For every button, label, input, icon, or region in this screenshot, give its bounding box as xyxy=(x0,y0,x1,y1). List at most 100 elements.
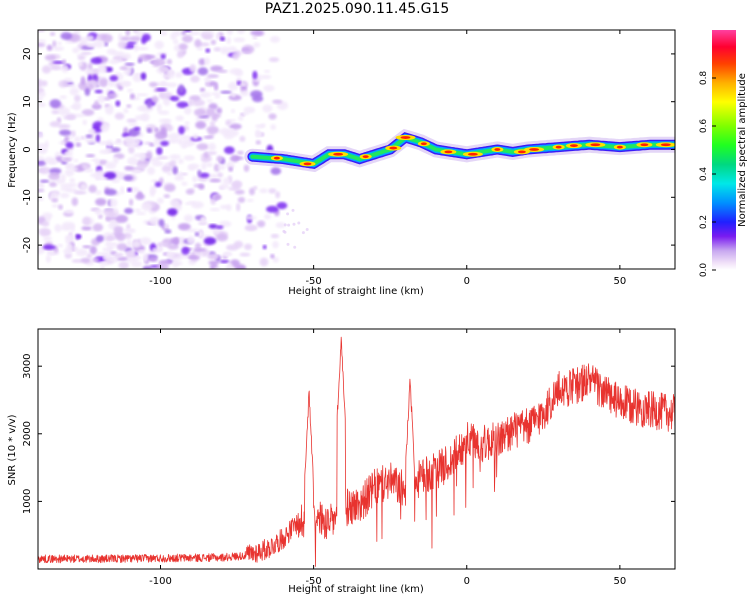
noise-speckle xyxy=(262,244,267,250)
noise-speckle xyxy=(198,42,210,47)
noise-speckle xyxy=(164,222,169,230)
noise-speckle xyxy=(58,107,70,117)
noise-speckle xyxy=(216,107,223,114)
noise-speckle xyxy=(167,138,180,144)
noise-speckle xyxy=(170,95,180,102)
noise-speckle xyxy=(245,215,257,220)
noise-speckle xyxy=(60,187,72,192)
noise-speckle xyxy=(259,257,269,267)
noise-speckle xyxy=(192,175,198,183)
noise-speckle xyxy=(66,243,74,253)
noise-speckle xyxy=(175,261,183,266)
noise-speckle xyxy=(127,187,132,192)
noise-speckle xyxy=(207,74,219,78)
noise-speckle xyxy=(255,131,263,137)
noise-speckle xyxy=(276,202,288,210)
noise-speckle xyxy=(293,245,297,249)
noise-speckle xyxy=(43,244,56,250)
noise-speckle xyxy=(215,225,224,229)
noise-speckle xyxy=(166,82,178,88)
noise-speckle xyxy=(96,235,104,243)
noise-speckle xyxy=(88,184,97,193)
noise-speckle xyxy=(200,156,212,162)
noise-speckle xyxy=(129,198,134,206)
noise-speckle xyxy=(77,55,86,61)
noise-speckle xyxy=(249,187,255,196)
noise-speckle xyxy=(187,31,201,36)
noise-speckle xyxy=(103,171,117,180)
noise-speckle xyxy=(124,136,133,144)
noise-speckle xyxy=(244,225,258,232)
noise-speckle xyxy=(123,175,134,181)
noise-speckle xyxy=(200,91,212,98)
noise-speckle xyxy=(98,214,103,219)
noise-speckle xyxy=(105,161,117,169)
noise-speckle xyxy=(154,127,159,133)
noise-speckle xyxy=(64,209,74,214)
noise-speckle xyxy=(194,39,202,48)
noise-speckle xyxy=(156,156,169,160)
noise-speckle xyxy=(160,92,174,101)
noise-speckle xyxy=(133,30,138,34)
noise-speckle xyxy=(207,126,219,135)
noise-speckle xyxy=(250,90,263,99)
noise-speckle xyxy=(95,190,102,195)
noise-speckle xyxy=(53,46,65,51)
noise-speckle xyxy=(246,198,254,203)
noise-speckle xyxy=(58,204,63,210)
snr-y-ticks: 1000 2000 3000 xyxy=(22,353,675,514)
noise-speckle xyxy=(80,51,92,55)
noise-speckle xyxy=(96,252,107,256)
noise-speckle xyxy=(157,242,169,247)
noise-speckle xyxy=(113,156,119,165)
noise-speckle xyxy=(137,105,145,112)
noise-speckle xyxy=(38,197,44,201)
noise-speckle xyxy=(223,177,230,185)
noise-speckle xyxy=(149,257,158,262)
noise-speckle xyxy=(159,66,169,72)
noise-speckle xyxy=(292,222,296,226)
noise-speckle xyxy=(266,205,279,213)
noise-speckle xyxy=(97,141,111,145)
noise-speckle xyxy=(260,74,272,80)
noise-speckle xyxy=(59,95,67,100)
noise-speckle xyxy=(205,82,210,87)
noise-speckle xyxy=(71,197,79,206)
noise-speckle xyxy=(85,68,94,76)
noise-speckle xyxy=(287,223,291,227)
noise-speckle xyxy=(49,65,62,71)
noise-speckle xyxy=(128,123,139,127)
noise-speckle xyxy=(68,183,78,188)
noise-speckle xyxy=(81,226,93,231)
noise-speckle xyxy=(136,145,141,149)
noise-speckle xyxy=(126,240,132,248)
noise-speckle xyxy=(98,65,108,74)
noise-speckle xyxy=(121,53,132,60)
noise-speckle xyxy=(74,94,81,102)
noise-speckle xyxy=(103,41,109,47)
noise-speckle xyxy=(116,243,128,251)
noise-speckle xyxy=(149,185,157,194)
spectrogram-y-label: Frequency (Hz) xyxy=(7,112,18,188)
noise-speckle xyxy=(101,33,113,43)
noise-speckle xyxy=(160,31,168,36)
noise-speckle xyxy=(178,236,188,246)
noise-speckle xyxy=(95,134,101,143)
spectrogram-x-label: Height of straight line (km) xyxy=(288,286,424,297)
colorbar-tick-label: 0.0 xyxy=(699,263,709,278)
noise-speckle xyxy=(185,188,195,195)
noise-speckle xyxy=(135,193,145,201)
noise-speckle xyxy=(198,221,208,226)
snr-series-line xyxy=(38,336,675,567)
noise-speckle xyxy=(218,220,232,227)
noise-speckle xyxy=(199,172,210,178)
noise-speckle xyxy=(141,37,147,45)
x-tick-label: 0 xyxy=(464,576,470,587)
noise-speckle xyxy=(85,134,93,138)
noise-speckle xyxy=(209,173,219,179)
noise-speckle xyxy=(228,166,233,172)
y-tick-label: -20 xyxy=(22,237,33,253)
noise-speckle xyxy=(94,89,103,94)
noise-speckle xyxy=(203,135,214,139)
